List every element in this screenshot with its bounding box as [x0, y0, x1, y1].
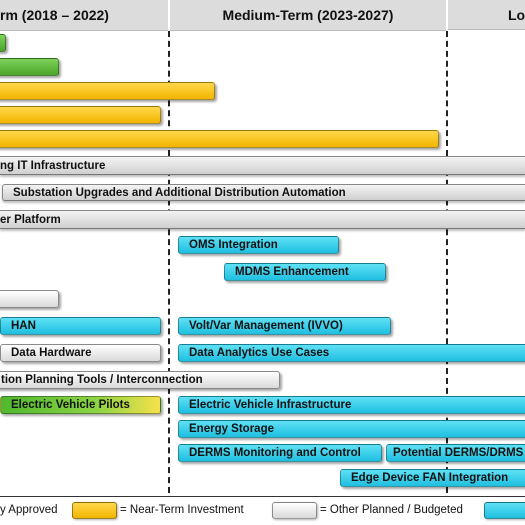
bar-ev-pilots: Electric Vehicle Pilots — [0, 396, 161, 414]
bar-edge-device: Edge Device FAN Integration — [340, 469, 525, 487]
legend-approved-label: y Approved — [0, 504, 58, 516]
bar-mdms-enhancement: MDMS Enhancement — [224, 263, 386, 281]
approved-bar-1 — [0, 34, 6, 52]
bar-storage-label: Energy Storage — [189, 423, 274, 435]
band-planning-tools: tion Planning Tools / Interconnection — [0, 371, 280, 389]
bar-vvo-label: Volt/Var Management (IVVO) — [189, 320, 343, 332]
bar-han-label: HAN — [11, 320, 36, 332]
bar-analytics-label: Data Analytics Use Cases — [189, 347, 330, 359]
bar-data-hardware-label: Data Hardware — [11, 347, 92, 359]
bar-oms-label: OMS Integration — [189, 239, 278, 251]
legend-divider — [0, 496, 525, 497]
band-it-infrastructure-label: ng IT Infrastructure — [0, 159, 106, 172]
legend-near-term-label: = Near-Term Investment — [120, 504, 244, 516]
bar-mdms-label: MDMS Enhancement — [235, 266, 349, 278]
band-platform-label: er Platform — [0, 213, 61, 226]
header-separator — [446, 0, 448, 30]
bar-data-hardware: Data Hardware — [0, 344, 161, 362]
bar-data-analytics: Data Analytics Use Cases — [178, 344, 525, 362]
band-substation-label: Substation Upgrades and Additional Distr… — [13, 186, 346, 199]
bar-han: HAN — [0, 317, 161, 335]
approved-bar-2 — [0, 58, 59, 76]
header-long-term-label: Lo — [508, 6, 525, 23]
header-near-term-label: rm (2018 – 2022) — [0, 7, 109, 23]
header-long-term: Lo — [448, 0, 525, 30]
divider-near-medium — [168, 31, 170, 493]
legend-other-label: = Other Planned / Budgeted — [320, 504, 463, 516]
header-separator — [168, 0, 170, 30]
near-term-bar-3 — [0, 130, 439, 148]
band-platform: er Platform — [0, 210, 525, 229]
bar-derms-pot-label: Potential DERMS/DRMS — [393, 447, 524, 459]
band-planning-tools-label: tion Planning Tools / Interconnection — [1, 374, 203, 386]
bar-ev-infra-label: Electric Vehicle Infrastructure — [189, 399, 352, 411]
band-substation-upgrades: Substation Upgrades and Additional Distr… — [2, 184, 525, 201]
bar-derms-mc-label: DERMS Monitoring and Control — [189, 447, 361, 459]
near-term-bar-2 — [0, 106, 161, 124]
bar-volt-var: Volt/Var Management (IVVO) — [178, 317, 391, 335]
bar-oms-integration: OMS Integration — [178, 236, 339, 254]
header-medium-term-label: Medium-Term (2023-2027) — [222, 7, 394, 23]
bar-edge-label: Edge Device FAN Integration — [351, 472, 509, 484]
divider-medium-long — [446, 31, 448, 493]
other-planned-bar — [0, 290, 59, 308]
bar-ev-infrastructure: Electric Vehicle Infrastructure — [178, 396, 525, 414]
bar-potential-derms: Potential DERMS/DRMS — [386, 444, 525, 462]
header-near-term: rm (2018 – 2022) — [0, 0, 168, 31]
legend-other-swatch — [272, 502, 317, 519]
band-it-infrastructure: ng IT Infrastructure — [0, 156, 525, 175]
bar-derms-monitoring: DERMS Monitoring and Control — [178, 444, 382, 462]
header-medium-term: Medium-Term (2023-2027) — [170, 0, 446, 31]
legend-near-term-swatch — [72, 502, 117, 519]
legend-planned-swatch — [484, 502, 525, 519]
bar-ev-pilots-label: Electric Vehicle Pilots — [11, 399, 130, 411]
near-term-bar-1 — [0, 82, 215, 100]
bar-energy-storage: Energy Storage — [178, 420, 525, 438]
